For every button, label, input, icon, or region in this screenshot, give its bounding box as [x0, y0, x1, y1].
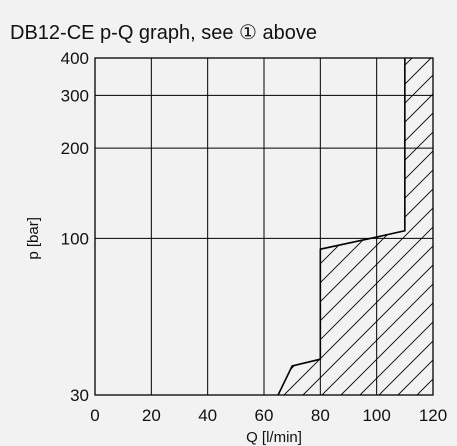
hatch-line	[416, 58, 433, 395]
hatch-line	[278, 58, 433, 395]
hatch-line	[0, 58, 89, 395]
hatch-line	[278, 58, 356, 395]
hatch-line	[278, 58, 433, 395]
hatch-line	[302, 58, 433, 395]
y-tick-label: 100	[61, 229, 89, 248]
x-axis-label: Q [l/min]	[246, 429, 302, 446]
hatch-line	[359, 58, 433, 395]
y-tick-label: 30	[70, 386, 89, 405]
pq-curve	[277, 58, 406, 396]
y-tick-label: 200	[61, 139, 89, 158]
hatch-line	[278, 58, 433, 395]
y-tick-label: 300	[61, 86, 89, 105]
hatch-line	[278, 58, 375, 395]
hatch-line	[0, 58, 127, 395]
y-tick-label: 400	[61, 49, 89, 68]
hatch-line	[283, 58, 433, 395]
x-tick-label: 0	[90, 406, 99, 425]
hatched-region	[0, 58, 457, 395]
hatch-line	[321, 58, 433, 395]
hatch-line	[340, 58, 433, 395]
hatch-line	[278, 58, 413, 395]
x-tick-label: 40	[198, 406, 217, 425]
x-tick-label: 60	[255, 406, 274, 425]
hatch-line	[278, 58, 394, 395]
hatch-line	[278, 58, 433, 395]
hatch-line	[278, 58, 433, 395]
hatch-line	[0, 58, 108, 395]
hatch-line	[436, 58, 457, 395]
hatch-line	[278, 58, 337, 395]
y-axis-label: p [bar]	[25, 217, 42, 260]
x-tick-label: 120	[419, 406, 447, 425]
hatch-line	[278, 58, 318, 395]
x-tick-label: 80	[311, 406, 330, 425]
hatch-line	[278, 58, 433, 395]
hatch-line	[278, 58, 299, 395]
x-tick-label: 20	[142, 406, 161, 425]
hatch-line	[278, 58, 433, 395]
hatch-line	[0, 58, 146, 395]
hatch-line	[397, 58, 433, 395]
hatch-line	[278, 58, 432, 395]
chart-title: DB12-CE p-Q graph, see ① above	[10, 22, 317, 44]
x-tick-label: 100	[362, 406, 390, 425]
